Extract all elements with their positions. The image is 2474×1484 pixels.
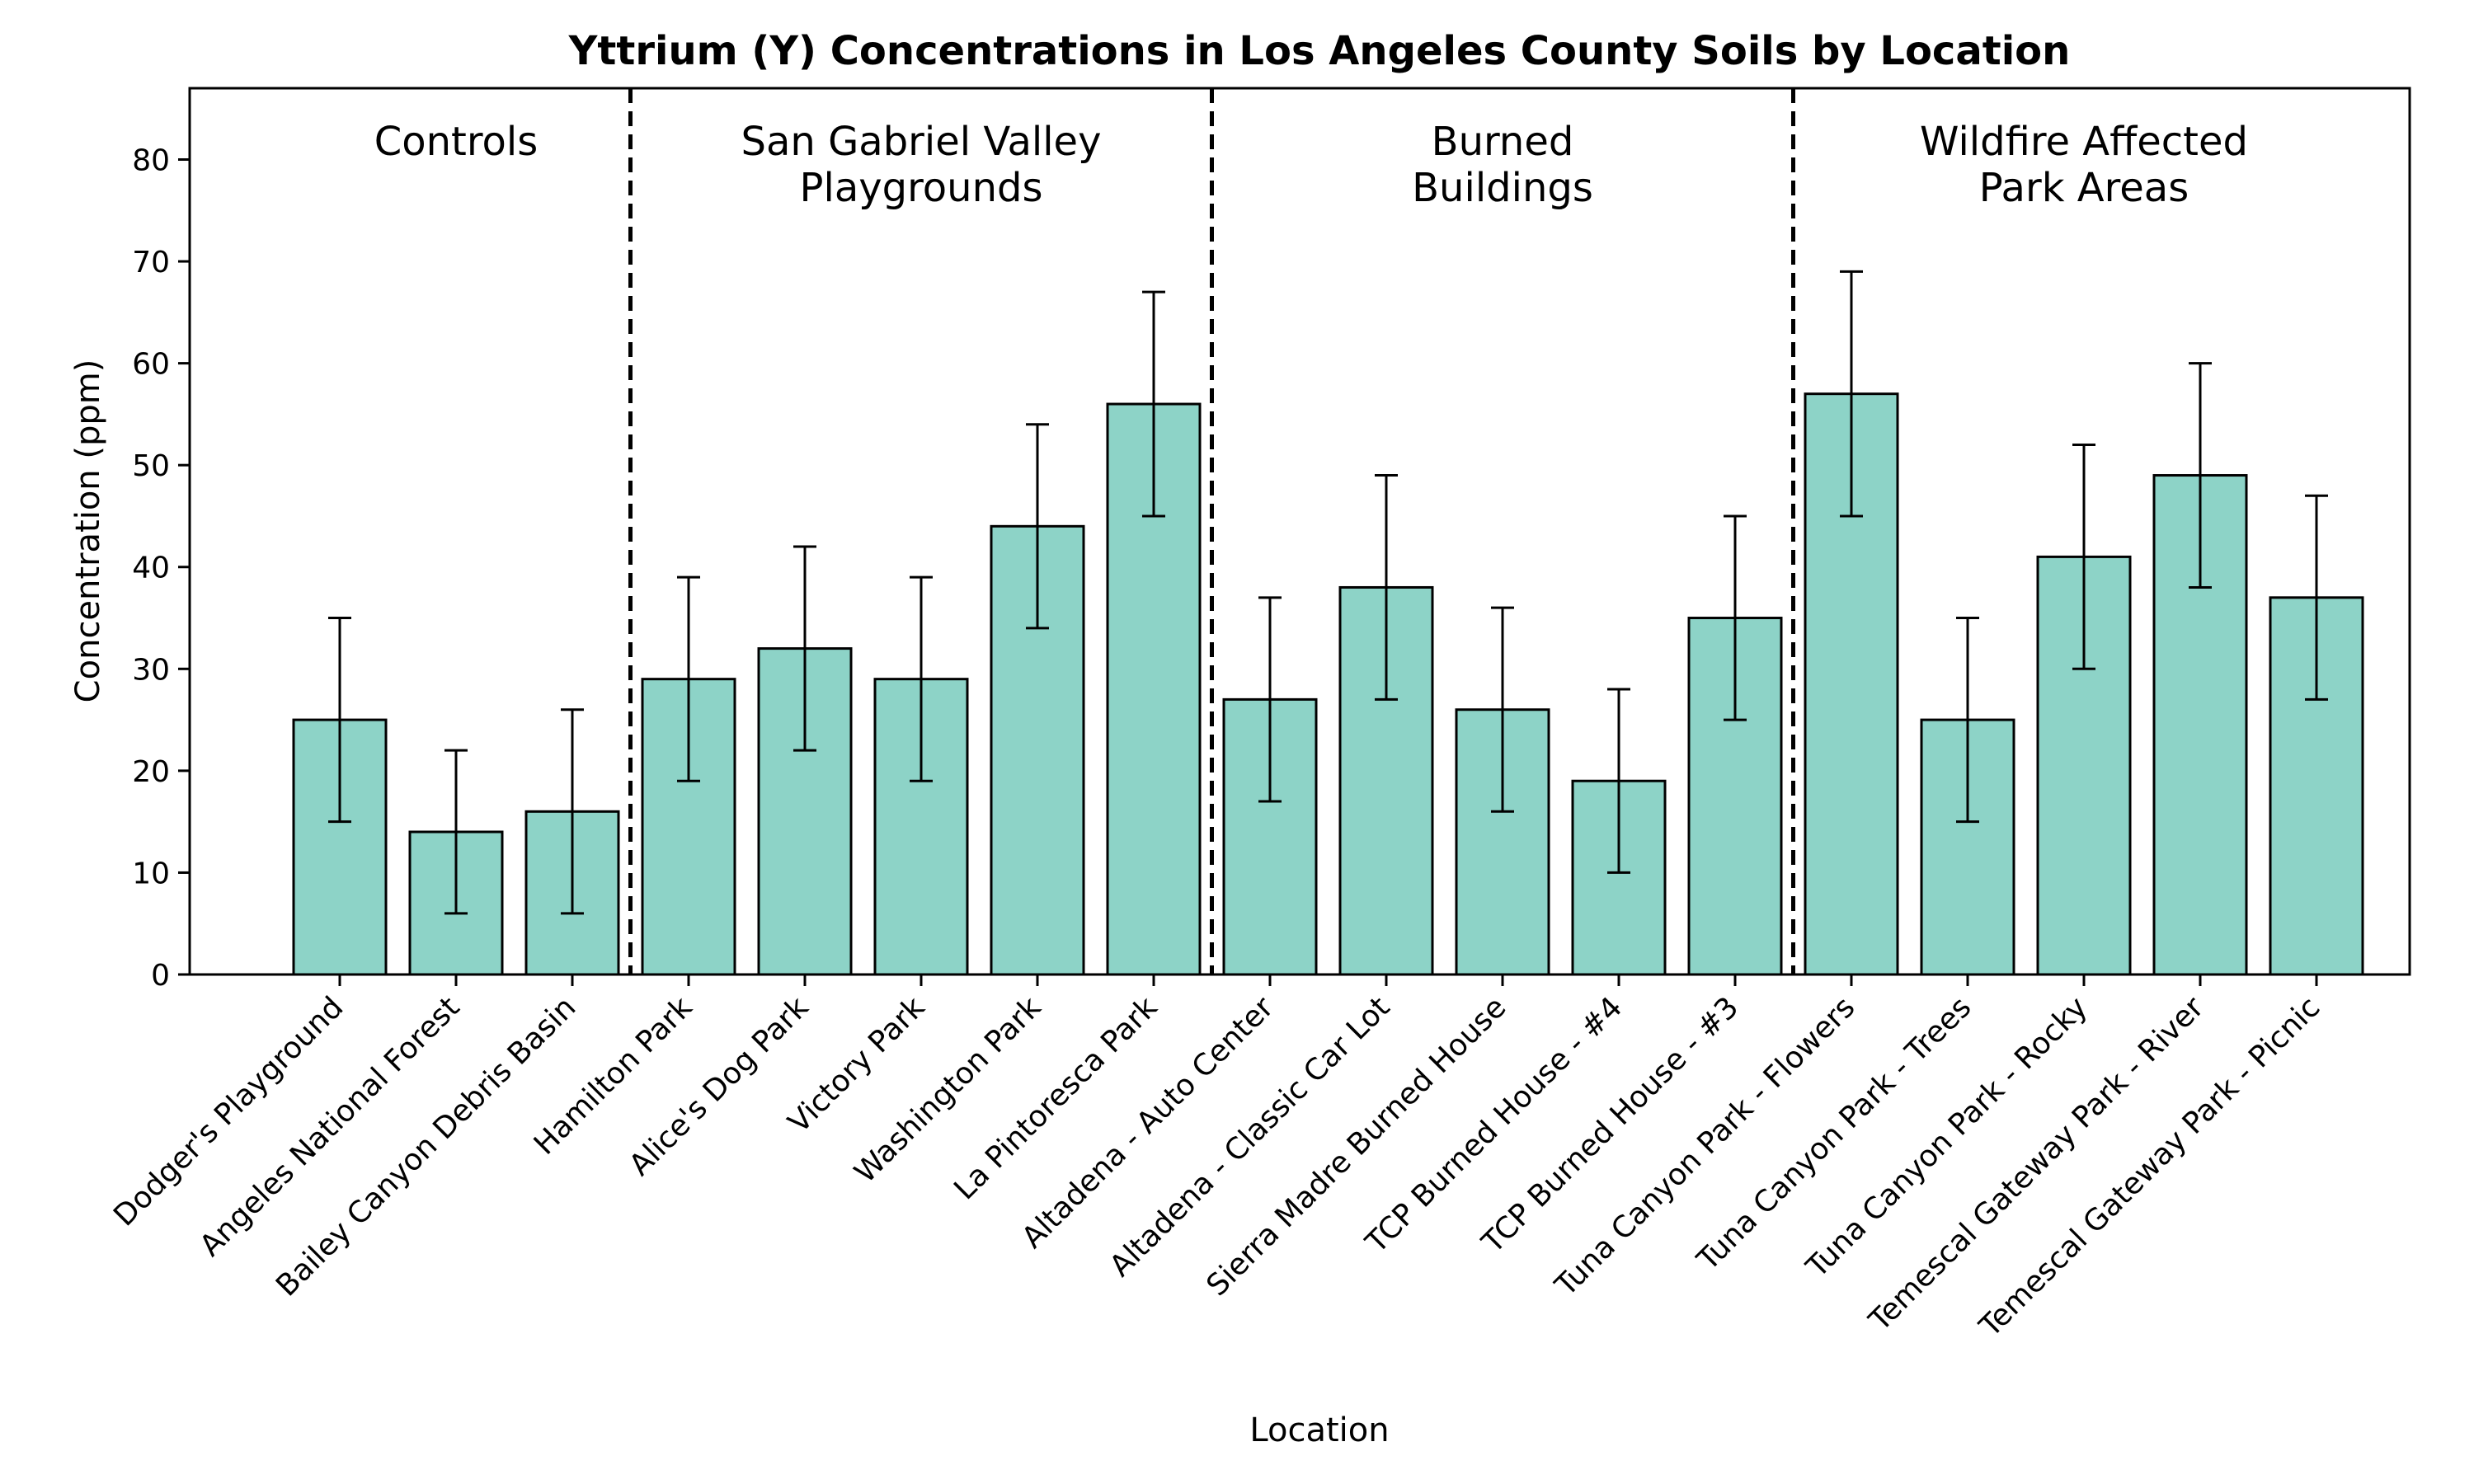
y-tick-label: 20 <box>132 755 170 789</box>
x-tick-label: Dodger's Playground <box>107 990 350 1233</box>
y-tick-label: 0 <box>151 959 170 993</box>
plot-frame <box>188 87 2411 976</box>
y-tick-label: 70 <box>132 246 170 279</box>
group-label-line: San Gabriel Valley <box>741 119 1102 165</box>
group-label-line: Burned <box>1432 119 1574 165</box>
y-tick-label: 50 <box>132 449 170 483</box>
group-label: Controls <box>374 119 539 165</box>
group-label: Wildfire Affected Park Areas <box>1920 119 2248 211</box>
group-label-line: Park Areas <box>1979 165 2189 211</box>
x-axis-label: Location <box>1249 1411 1389 1449</box>
y-tick-label: 40 <box>132 552 170 585</box>
group-label-line: Wildfire Affected <box>1920 119 2248 165</box>
group-label-line: Buildings <box>1412 165 1593 211</box>
y-tick-label: 80 <box>132 143 170 177</box>
y-tick-label: 30 <box>132 653 170 687</box>
group-label-line: Controls <box>374 119 539 165</box>
x-tick-label: La Pintoresca Park <box>948 990 1164 1206</box>
group-label: Burned Buildings <box>1412 119 1593 211</box>
y-tick-label: 60 <box>132 348 170 382</box>
y-tick-label: 10 <box>132 857 170 890</box>
group-label: San Gabriel Valley Playgrounds <box>741 119 1102 211</box>
y-axis-label: Concentration (ppm) <box>69 359 107 703</box>
chart-title: Yttrium (Y) Concentrations in Los Angele… <box>568 28 2071 74</box>
group-label-line: Playgrounds <box>800 165 1043 211</box>
